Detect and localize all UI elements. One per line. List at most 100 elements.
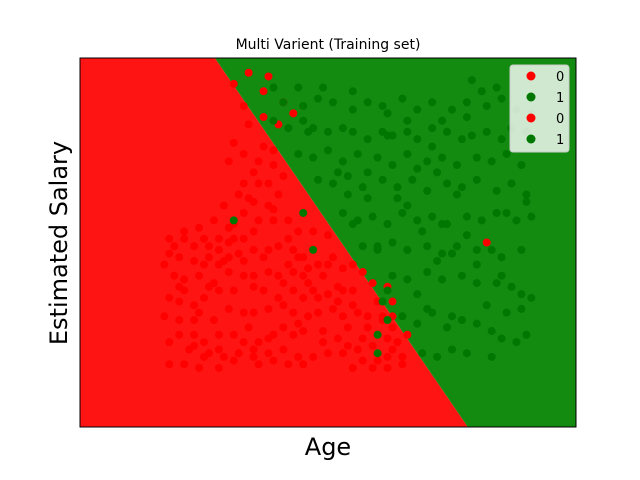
data-point-class-0	[254, 338, 263, 347]
data-point-class-0	[264, 268, 273, 277]
data-point-class-1	[457, 315, 466, 324]
data-point-class-1	[428, 212, 437, 221]
data-point-class-0	[393, 338, 402, 347]
data-point-class-0	[269, 161, 278, 170]
data-point-class-0	[195, 308, 204, 317]
data-point-class-0	[333, 334, 342, 343]
data-point-class-0	[200, 293, 208, 302]
data-point-class-0	[229, 79, 238, 88]
data-point-class-0	[239, 179, 248, 188]
data-point-class-1	[333, 168, 342, 177]
data-point-class-0	[239, 256, 248, 265]
data-point-class-0	[190, 341, 199, 350]
data-point-class-1	[294, 149, 303, 158]
data-point-class-0	[224, 223, 233, 232]
data-point-class-1	[403, 201, 412, 210]
data-point-class-0	[264, 179, 273, 188]
data-point-class-0	[269, 356, 278, 365]
data-point-class-1	[487, 327, 496, 336]
data-point-class-0	[239, 308, 248, 317]
data-point-class-1	[413, 290, 422, 299]
data-point-class-1	[343, 172, 352, 181]
data-point-class-1	[482, 127, 491, 136]
data-point-class-1	[348, 127, 357, 136]
data-point-class-0	[338, 286, 347, 295]
data-point-class-0	[175, 297, 184, 306]
data-point-class-1	[413, 164, 422, 173]
data-point-class-1	[403, 127, 412, 136]
data-point-class-1	[418, 349, 427, 358]
data-point-class-1	[457, 183, 466, 192]
data-point-class-0	[383, 363, 392, 372]
data-point-class-0	[363, 312, 372, 321]
data-point-class-1	[512, 338, 521, 347]
legend-label: 1	[556, 133, 564, 148]
data-point-class-0	[264, 304, 273, 313]
data-point-class-0	[348, 301, 357, 310]
legend-marker	[526, 113, 536, 123]
series-0-points	[160, 68, 491, 372]
data-point-class-0	[239, 149, 248, 158]
data-point-class-0	[482, 238, 491, 247]
data-point-class-1	[378, 101, 387, 110]
data-point-class-0	[368, 341, 377, 350]
legend-label: 0	[556, 112, 564, 127]
data-point-class-0	[289, 109, 298, 118]
data-point-class-0	[209, 315, 218, 324]
data-point-class-0	[338, 349, 347, 358]
data-point-class-0	[190, 315, 199, 324]
data-point-class-0	[319, 271, 328, 280]
data-point-class-1	[462, 231, 471, 240]
data-point-class-0	[209, 279, 218, 288]
data-point-class-0	[254, 216, 263, 225]
data-point-class-1	[353, 149, 362, 158]
decision-regions	[80, 58, 577, 427]
data-point-class-1	[279, 98, 288, 107]
data-point-class-0	[175, 330, 184, 339]
data-point-class-1	[403, 275, 412, 284]
data-point-class-0	[269, 146, 278, 155]
data-point-class-0	[200, 234, 208, 243]
data-point-class-0	[353, 308, 362, 317]
data-point-class-1	[314, 175, 323, 184]
data-point-class-0	[348, 363, 357, 372]
data-point-class-0	[388, 297, 397, 306]
data-point-class-0	[358, 334, 367, 343]
data-point-class-0	[239, 338, 248, 347]
data-point-class-1	[467, 76, 476, 85]
data-point-class-0	[224, 157, 233, 166]
data-point-class-1	[443, 179, 452, 188]
data-point-class-0	[254, 157, 263, 166]
data-point-class-1	[393, 194, 402, 203]
data-point-class-0	[324, 349, 332, 358]
data-point-class-0	[229, 138, 238, 147]
data-point-class-0	[190, 301, 199, 310]
data-point-class-0	[388, 323, 397, 332]
data-point-class-1	[358, 242, 367, 251]
data-point-class-0	[249, 308, 258, 317]
data-point-class-1	[457, 135, 466, 144]
data-point-class-1	[492, 279, 501, 288]
data-point-class-0	[195, 271, 204, 280]
data-point-class-0	[234, 190, 243, 199]
data-point-class-1	[393, 183, 402, 192]
data-point-class-1	[462, 212, 471, 221]
data-point-class-0	[328, 253, 337, 262]
data-point-class-0	[229, 286, 238, 295]
data-point-class-0	[373, 356, 382, 365]
data-point-class-0	[388, 345, 397, 354]
data-point-class-1	[517, 161, 526, 170]
data-point-class-0	[264, 349, 273, 358]
data-point-class-1	[229, 216, 238, 225]
data-point-class-1	[527, 212, 536, 221]
data-point-class-0	[224, 304, 233, 313]
data-point-class-1	[363, 168, 372, 177]
data-point-class-0	[259, 113, 268, 122]
data-point-class-0	[314, 260, 323, 269]
data-point-class-1	[522, 190, 531, 199]
data-point-class-0	[170, 242, 179, 251]
data-point-class-1	[299, 101, 308, 110]
chart-title: Multi Varient (Training set)	[236, 37, 421, 53]
data-point-class-0	[294, 319, 303, 328]
